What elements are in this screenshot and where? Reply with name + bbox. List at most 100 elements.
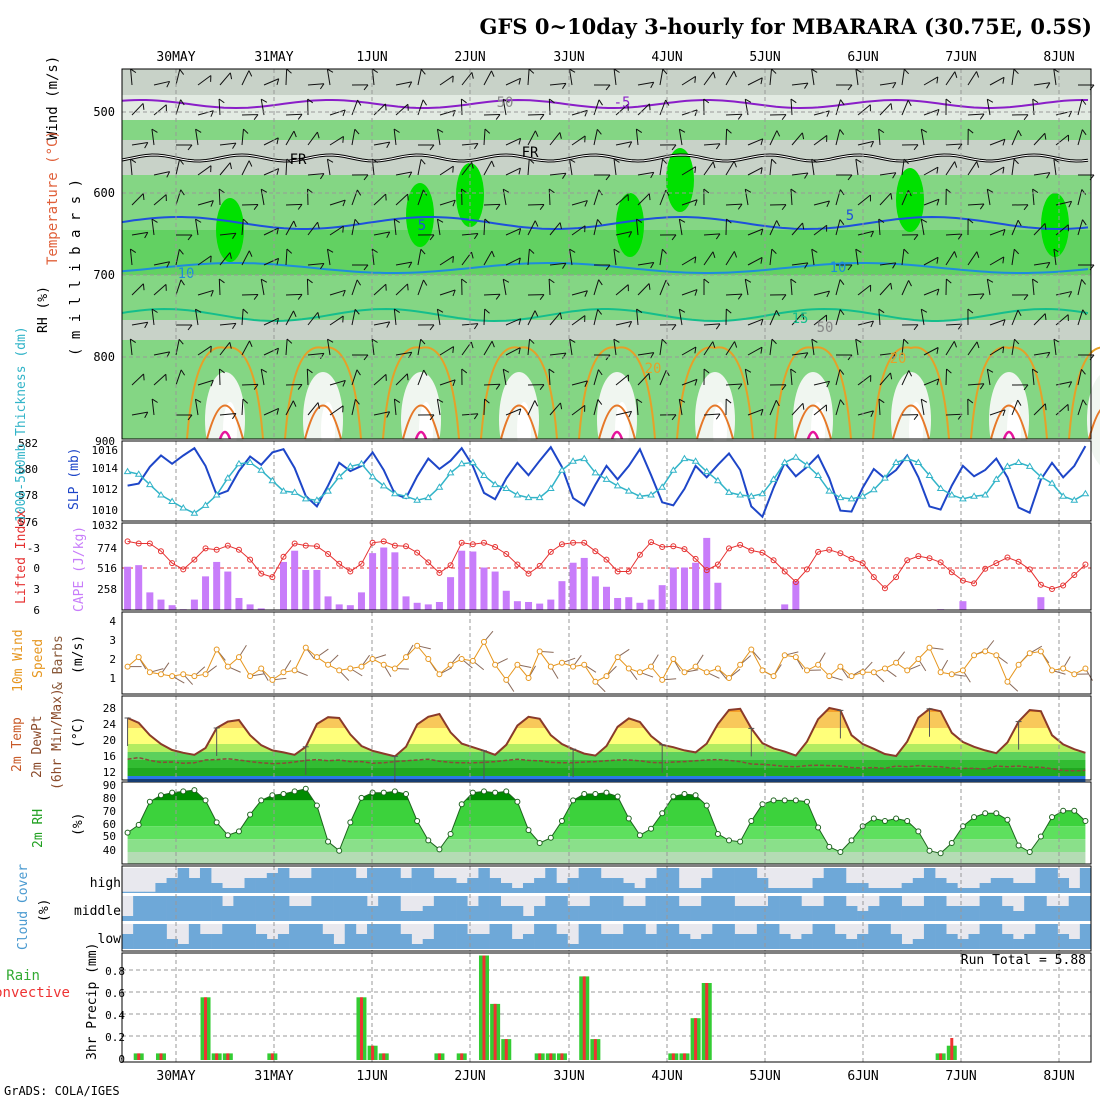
barb-flag [327,248,334,253]
barb-flag [559,132,562,139]
barb-flag [954,251,958,258]
barb-flag [562,262,567,269]
barb-flag [776,310,780,317]
barb-staff [129,339,133,356]
cloud-middle-81 [1024,896,1036,921]
rh-point-63 [826,843,833,850]
barb-staff [351,309,356,326]
barb-staff [923,288,940,296]
wind-barb-399 [855,158,862,176]
wind10-point-52 [703,669,710,676]
barb-flag [437,128,444,133]
barb-flag [945,98,952,104]
wind-barb-507 [1053,158,1060,176]
cloud-middle-10 [233,896,245,921]
wind-barb-339 [747,167,763,176]
barb-staff [857,104,871,116]
barb-staff [1077,99,1083,116]
precip-ytick-0.8: 0.8 [105,965,125,978]
rh-point-48 [659,810,666,817]
wind-barb-526 [1077,369,1086,386]
barb-staff [967,341,978,356]
barb-flag [356,279,362,286]
cape-bar-28 [435,601,443,610]
barb-staff [483,70,492,86]
barb-staff [879,282,892,296]
barb-staff [703,323,720,326]
barb-staff [197,200,214,206]
wind-barb-420 [901,68,910,86]
barb-staff [483,250,493,266]
barb-staff [307,173,324,176]
barb-flag [386,231,391,238]
barb-flag [737,113,743,120]
barb-flag [528,158,535,164]
barb-staff [1077,309,1084,326]
wind-barb-99 [307,173,325,180]
barb-flag [1032,278,1039,284]
barb-flag [694,199,698,206]
barb-flag [1013,248,1020,255]
barb-staff [769,400,777,416]
slp-axis-labels: 582 580 578 576 1016 1014 1012 1010 1032… [14,326,118,532]
cloud-middle-39 [556,896,568,921]
cloud-middle-79 [1001,906,1014,921]
label-cloud-unit: (%) [37,899,52,922]
temp-ytick-20: 20 [103,734,116,747]
barb-flag [179,159,184,165]
barb-staff [945,143,962,146]
barb-flag [760,77,763,85]
cloud-middle-48 [656,896,669,921]
barb-staff [395,81,412,86]
barb-flag [539,114,545,120]
li-point-58 [770,557,777,564]
rh-point-49 [670,793,677,800]
cloud-low-13 [266,939,279,949]
barb-staff [791,262,808,266]
wind-barb-55 [218,278,225,296]
contour-label-10: 50 [497,95,514,111]
wind-barb-259 [593,279,603,296]
barb-flag [1068,201,1073,208]
barb-staff [659,69,664,86]
barb-flag [320,353,325,360]
date-top-2: 1JUN [356,50,387,65]
barb-staff [790,369,793,386]
li-point-6 [191,556,198,563]
wind-barb-182 [461,142,479,150]
wind-barb-162 [417,248,426,266]
wind-barb-432 [923,76,939,86]
date-top-5: 4JUN [651,50,682,65]
barb-flag [679,398,686,403]
barb-flag [297,294,303,300]
wind-barb-7 [131,283,145,296]
barb-staff [1077,279,1083,296]
wind-barb-34 [175,369,186,386]
barb-flag [539,294,545,300]
wind-barb-475 [986,278,994,296]
wind-barb-65 [241,218,249,236]
li-line [127,540,1086,590]
wind-barb-23 [151,398,158,416]
li-point-64 [837,550,844,557]
barb-staff [857,230,874,236]
barb-staff [373,231,390,236]
wind-barb-58 [218,368,225,386]
cloud-middle-3 [155,896,167,921]
barb-staff [615,320,632,326]
wind10-point-29 [447,661,454,668]
barb-staff [483,340,493,356]
barb-flag [839,219,845,225]
barb-flag [423,279,428,286]
barb-flag [781,384,787,391]
barb-staff [395,283,408,296]
wind-barb-35 [175,414,193,421]
barb-flag [662,248,668,255]
barb-flag [1044,223,1047,230]
wind-barb-83 [263,407,280,416]
thickness-point-67 [869,485,878,493]
wind-barb-106 [306,368,313,386]
cloud-high-73 [935,878,947,893]
